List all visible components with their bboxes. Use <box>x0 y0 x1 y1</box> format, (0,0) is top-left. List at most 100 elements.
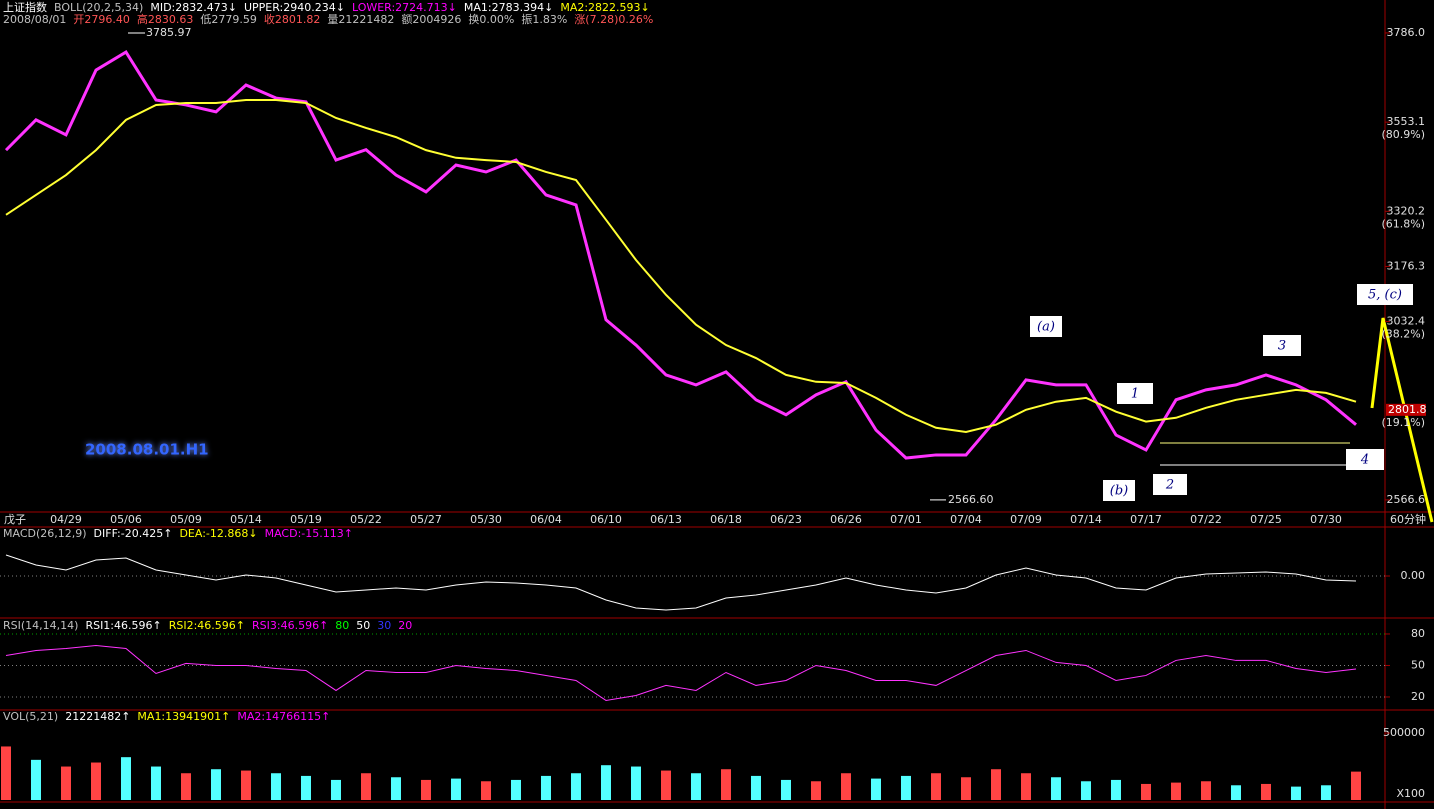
header-text: MACD(26,12,9) <box>3 527 87 540</box>
volume-bar <box>151 766 161 800</box>
fib-label: (61.8%) <box>1381 217 1425 230</box>
volume-bar <box>361 773 371 800</box>
volume-bar <box>751 775 761 800</box>
volume-bar <box>1081 781 1091 800</box>
volume-bar <box>871 778 881 800</box>
volume-bar <box>541 775 551 800</box>
x-tick-label: 05/19 <box>290 513 322 526</box>
x-tick-label: 05/30 <box>470 513 502 526</box>
volume-bar <box>61 766 71 800</box>
header-text: 量21221482 <box>327 13 394 26</box>
wave-label: 2 <box>1165 478 1174 493</box>
header-text: RSI1:46.596↑ <box>85 619 161 632</box>
volume-bar <box>1 746 11 800</box>
x-tick-label: 06/26 <box>830 513 862 526</box>
y-tick-label: 50 <box>1411 658 1425 671</box>
wave-label-box <box>1357 284 1413 305</box>
wave-label: 4 <box>1360 453 1369 468</box>
wave-label: 3 <box>1278 339 1286 354</box>
header-text: MA1:13941901↑ <box>137 710 230 723</box>
x-tick-label: 05/27 <box>410 513 442 526</box>
fib-label: (80.9%) <box>1381 128 1425 141</box>
volume-bar <box>31 759 41 800</box>
volume-bar <box>1111 779 1121 800</box>
volume-bar <box>211 769 221 800</box>
y-tick-label: 3320.2 <box>1387 204 1426 217</box>
volume-bar <box>691 773 701 800</box>
header-text: VOL(5,21) <box>3 710 58 723</box>
wave-label: (b) <box>1110 484 1128 499</box>
volume-bar <box>601 765 611 800</box>
header-text: 收2801.82 <box>264 12 321 26</box>
volume-bar <box>721 769 731 800</box>
x-tick-label: 06/10 <box>590 513 622 526</box>
last-price-label: 2801.8 <box>1388 403 1427 416</box>
volume-bar <box>1351 771 1361 800</box>
x-tick-label: 05/06 <box>110 513 142 526</box>
volume-bar <box>571 773 581 800</box>
volume-bar <box>421 779 431 800</box>
header-text: UPPER:2940.234↓ <box>244 1 345 14</box>
header-text: DEA:-12.868↓ <box>179 527 257 540</box>
header-text: DIFF:-20.425↑ <box>94 527 173 540</box>
volume-bar <box>241 770 251 800</box>
x-start-label: 戊子 <box>4 513 26 526</box>
x-tick-label: 06/23 <box>770 513 802 526</box>
wave-label-box <box>1263 335 1301 356</box>
volume-bar <box>181 773 191 800</box>
volume-bar <box>1171 782 1181 800</box>
header-text: 低2779.59 <box>200 13 257 26</box>
x-tick-label: 07/01 <box>890 513 922 526</box>
volume-bar <box>511 779 521 800</box>
wave-label: 5, (c) <box>1368 288 1402 303</box>
x-tick-label: 04/29 <box>50 513 82 526</box>
volume-bar <box>451 778 461 800</box>
y-tick-label: 3176.3 <box>1387 259 1426 272</box>
volume-bar <box>991 769 1001 800</box>
wave-label-box <box>1346 449 1384 470</box>
volume-bar <box>841 773 851 800</box>
header-text: MACD:-15.113↑ <box>265 527 353 540</box>
projection-arrow <box>1370 317 1434 523</box>
series-line <box>5 554 1357 611</box>
header-text: 额2004926 <box>401 13 461 26</box>
last-price-box <box>1386 403 1426 416</box>
header-text: RSI(14,14,14) <box>3 619 78 632</box>
low-label: 2566.60 <box>948 493 994 506</box>
volume-bar <box>121 757 131 800</box>
volume-bar <box>1201 781 1211 800</box>
volume-bar <box>1141 783 1151 800</box>
series-line <box>5 645 1357 701</box>
y-tick-label: 80 <box>1411 627 1425 640</box>
wave-label: 1 <box>1131 387 1139 402</box>
wave-label-box <box>1103 480 1135 501</box>
x-tick-label: 07/25 <box>1250 513 1282 526</box>
wave-label-box <box>1117 383 1153 404</box>
y-tick-label: 0.00 <box>1401 569 1426 582</box>
x-tick-label: 06/18 <box>710 513 742 526</box>
volume-bar <box>331 779 341 800</box>
volume-bar <box>91 762 101 800</box>
header-text: MA1:2783.394↓ <box>464 1 553 14</box>
volume-bar <box>1051 777 1061 800</box>
header-text: 20 <box>398 619 412 632</box>
y-tick-label: 3553.1 <box>1387 115 1426 128</box>
x-tick-label: 05/14 <box>230 513 262 526</box>
x-tick-label: 07/30 <box>1310 513 1342 526</box>
volume-bar <box>1021 773 1031 800</box>
header-text: 21221482↑ <box>65 710 130 723</box>
header-text: LOWER:2724.713↓ <box>352 1 457 14</box>
volume-bar <box>1231 785 1241 800</box>
x-end-label: 60分钟 <box>1390 512 1426 526</box>
volume-bar <box>391 777 401 800</box>
volume-bar <box>931 773 941 800</box>
volume-bar <box>1291 786 1301 800</box>
volume-bar <box>901 775 911 800</box>
header-text: BOLL(20,2,5,34) <box>54 1 143 14</box>
fib-label: (38.2%) <box>1381 328 1425 341</box>
x-tick-label: 07/17 <box>1130 513 1162 526</box>
volume-bar <box>271 773 281 800</box>
